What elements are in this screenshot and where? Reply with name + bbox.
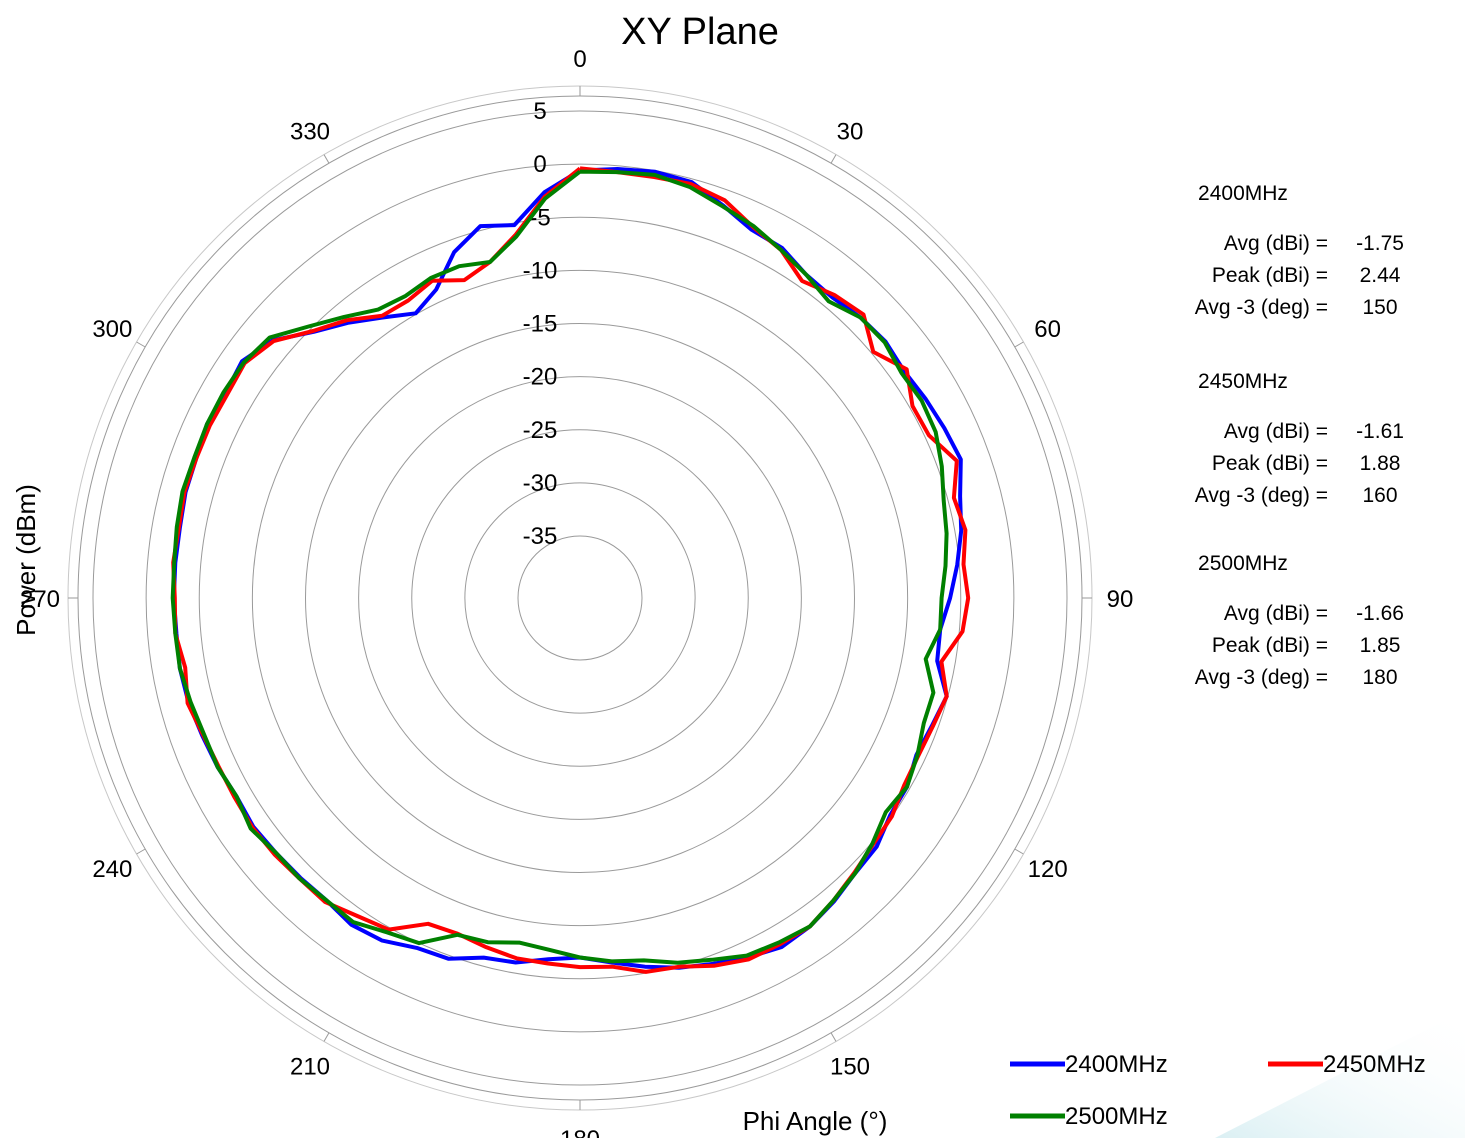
series-line-2400MHz (171, 167, 964, 970)
angle-spoke (830, 154, 837, 164)
radial-tick-labels: 50-5-10-15-20-25-30-35 (523, 98, 558, 550)
grid-ring (464, 482, 696, 714)
radial-tick-label: -20 (523, 364, 558, 391)
stats-label: Avg (dBi) = (1224, 420, 1328, 443)
radial-tick-label: -35 (523, 523, 558, 550)
stats-label: Avg -3 (deg) = (1195, 296, 1328, 319)
radial-tick-label: -10 (523, 257, 558, 284)
radial-tick-label: -30 (523, 470, 558, 497)
angle-spoke (323, 154, 330, 164)
angle-tick-label: 300 (92, 316, 132, 343)
stats-value: 180 (1362, 666, 1397, 689)
grid-ring (198, 216, 962, 980)
angle-tick-label: 0 (573, 46, 586, 73)
stats-label: Avg (dBi) = (1224, 232, 1328, 255)
legend-label: 2450MHz (1323, 1051, 1426, 1078)
angle-spoke (136, 341, 146, 348)
stats-label: Peak (dBi) = (1212, 452, 1328, 475)
angle-tick-label: 150 (830, 1054, 870, 1081)
grid-ring (145, 163, 1015, 1033)
stats-value: -1.75 (1356, 232, 1404, 255)
radial-tick-label: 5 (533, 98, 546, 125)
grid-ring (517, 535, 643, 661)
angle-tick-label: 330 (290, 118, 330, 145)
angle-tick-label: 210 (290, 1054, 330, 1081)
angle-spoke (323, 1032, 330, 1042)
outer-ring (77, 95, 1083, 1101)
stats-value: 160 (1362, 484, 1397, 507)
y-axis-label: Power (dBm) (11, 484, 41, 636)
grid-ring (92, 110, 1068, 1086)
angle-spoke (1014, 848, 1024, 855)
legend-label: 2500MHz (1065, 1103, 1168, 1130)
series-line-2500MHz (170, 169, 949, 965)
stats-value: 1.85 (1360, 634, 1401, 657)
series-line-2450MHz (171, 166, 971, 974)
angle-tick-label: 180 (560, 1126, 600, 1138)
stats-value: -1.61 (1356, 420, 1404, 443)
stats-value: 2.44 (1360, 264, 1401, 287)
stats-label: Peak (dBi) = (1212, 264, 1328, 287)
stats-value: -1.66 (1356, 602, 1404, 625)
grid-ring (305, 323, 855, 873)
series-lines (170, 166, 971, 974)
stats-label: Avg (dBi) = (1224, 602, 1328, 625)
corner-decoration (1215, 1010, 1465, 1138)
angle-spoke (1014, 341, 1024, 348)
angle-spokes (68, 86, 1092, 1110)
legend-label: 2400MHz (1065, 1051, 1168, 1078)
angle-tick-label: 120 (1028, 856, 1068, 883)
stats-frequency: 2500MHz (1198, 552, 1288, 575)
grid-ring (251, 269, 909, 927)
stats-value: 150 (1362, 296, 1397, 319)
angle-tick-label: 240 (92, 856, 132, 883)
radial-tick-label: -25 (523, 417, 558, 444)
stats-value: 1.88 (1360, 452, 1401, 475)
angle-tick-labels: 0 30 60 90 120 150 180 210 240 270 300 330 (20, 46, 1133, 1138)
stats-frequency: 2400MHz (1198, 182, 1288, 205)
stats-label: Avg -3 (deg) = (1195, 666, 1328, 689)
grid-ring (358, 376, 802, 820)
chart-title: XY Plane (621, 11, 779, 53)
grid-ring (411, 429, 749, 767)
angle-tick-label: 270 (20, 586, 60, 613)
stats-label: Peak (dBi) = (1212, 634, 1328, 657)
x-axis-label: Phi Angle (°) (743, 1106, 888, 1136)
radial-tick-label: 0 (533, 151, 546, 178)
angle-spoke (830, 1032, 837, 1042)
radial-tick-label: -15 (523, 311, 558, 338)
angle-tick-label: 30 (837, 118, 864, 145)
stats-panel: 2400MHz Avg (dBi) = -1.75 Peak (dBi) = 2.44 A… (1195, 182, 1404, 689)
stats-label: Avg -3 (deg) = (1195, 484, 1328, 507)
stats-frequency: 2450MHz (1198, 370, 1288, 393)
angle-spoke (136, 848, 146, 855)
angle-tick-label: 90 (1107, 586, 1134, 613)
legend: 2400MHz 2450MHz 2500MHz (1010, 1051, 1426, 1130)
angle-tick-label: 60 (1034, 316, 1061, 343)
